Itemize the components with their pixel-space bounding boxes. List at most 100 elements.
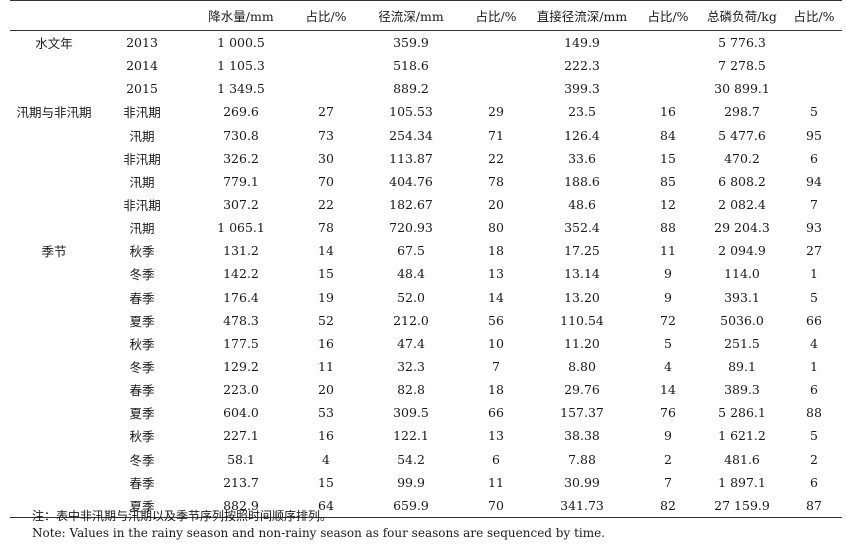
value-cell bbox=[466, 77, 526, 100]
value-cell: 129.2 bbox=[223, 359, 259, 375]
value-cell: 13.14 bbox=[564, 266, 600, 282]
value-cell: 222.3 bbox=[564, 58, 600, 74]
group-label-cell bbox=[10, 286, 98, 309]
value-cell: 29 bbox=[488, 104, 504, 120]
period-label-cell: 2015 bbox=[126, 81, 158, 97]
value-cell: 38.38 bbox=[564, 428, 600, 444]
value-cell: 27 159.9 bbox=[698, 493, 786, 518]
value-cell: 251.5 bbox=[724, 335, 760, 351]
value-cell bbox=[638, 77, 698, 100]
value-cell: 18 bbox=[488, 243, 504, 259]
value-cell: 2 bbox=[664, 451, 672, 467]
value-cell: 1 065.1 bbox=[217, 220, 265, 236]
group-label-cell bbox=[10, 54, 98, 77]
value-cell: 5 286.1 bbox=[718, 405, 766, 421]
value-cell: 95 bbox=[806, 127, 822, 143]
column-header bbox=[10, 0, 98, 31]
column-header bbox=[98, 0, 186, 31]
value-cell: 88 bbox=[660, 220, 676, 236]
value-cell: 1 bbox=[810, 266, 818, 282]
value-cell: 110.54 bbox=[560, 312, 604, 328]
table-row: 冬季 142.2 15 48.4 13 13.14 9 114.0 1 bbox=[10, 262, 842, 285]
group-label-cell bbox=[10, 309, 98, 332]
value-cell: 16 bbox=[660, 104, 676, 120]
group-label-cell bbox=[10, 424, 98, 447]
value-cell: 352.4 bbox=[564, 220, 600, 236]
value-cell: 14 bbox=[660, 382, 676, 398]
value-cell: 1 897.1 bbox=[718, 474, 766, 490]
period-label-cell: 汛期 bbox=[129, 174, 155, 190]
table-row: 汛期 779.1 70 404.76 78 188.6 85 6 808.2 94 bbox=[10, 170, 842, 193]
value-cell: 23.5 bbox=[568, 104, 596, 120]
value-cell: 269.6 bbox=[223, 104, 259, 120]
table-row: 秋季 227.1 16 122.1 13 38.38 9 1 621.2 5 bbox=[10, 424, 842, 447]
value-cell bbox=[296, 31, 356, 55]
value-cell: 8.80 bbox=[568, 359, 596, 375]
value-cell: 389.3 bbox=[724, 382, 760, 398]
value-cell: 157.37 bbox=[560, 405, 604, 421]
value-cell: 16 bbox=[318, 335, 334, 351]
value-cell: 6 bbox=[810, 474, 818, 490]
period-label-cell: 2014 bbox=[126, 58, 158, 74]
value-cell: 177.5 bbox=[223, 335, 259, 351]
value-cell: 7 bbox=[664, 474, 672, 490]
period-label-cell: 春季 bbox=[129, 290, 155, 306]
value-cell: 223.0 bbox=[223, 382, 259, 398]
value-cell: 5 bbox=[810, 104, 818, 120]
value-cell: 76 bbox=[660, 405, 676, 421]
value-cell: 1 105.3 bbox=[217, 58, 265, 74]
period-label-cell: 冬季 bbox=[129, 267, 155, 283]
group-label-cell: 季节 bbox=[41, 244, 67, 260]
value-cell: 66 bbox=[806, 312, 822, 328]
value-cell: 1 bbox=[810, 359, 818, 375]
value-cell: 13.20 bbox=[564, 289, 600, 305]
value-cell: 56 bbox=[488, 312, 504, 328]
value-cell: 99.9 bbox=[397, 474, 425, 490]
value-cell: 48.4 bbox=[397, 266, 425, 282]
value-cell: 2 082.4 bbox=[718, 197, 766, 213]
value-cell: 13 bbox=[488, 428, 504, 444]
value-cell: 22 bbox=[488, 150, 504, 166]
value-cell: 2 bbox=[810, 451, 818, 467]
table-row: 汛期 730.8 73 254.34 71 126.4 84 5 477.6 95 bbox=[10, 124, 842, 147]
table-row: 春季 223.0 20 82.8 18 29.76 14 389.3 6 bbox=[10, 378, 842, 401]
column-header: 占比/% bbox=[638, 0, 698, 31]
value-cell: 89.1 bbox=[728, 359, 756, 375]
value-cell: 22 bbox=[318, 197, 334, 213]
value-cell: 6 bbox=[810, 382, 818, 398]
value-cell: 1 349.5 bbox=[217, 81, 265, 97]
group-label-cell bbox=[10, 216, 98, 239]
table-row: 冬季 58.1 4 54.2 6 7.88 2 481.6 2 bbox=[10, 448, 842, 471]
value-cell: 27 bbox=[806, 243, 822, 259]
period-label-cell: 2013 bbox=[126, 35, 158, 51]
period-label-cell: 夏季 bbox=[129, 406, 155, 422]
table-row: 秋季 177.5 16 47.4 10 11.20 5 251.5 4 bbox=[10, 332, 842, 355]
table-row: 非汛期 307.2 22 182.67 20 48.6 12 2 082.4 7 bbox=[10, 193, 842, 216]
value-cell: 70 bbox=[318, 173, 334, 189]
period-label-cell: 春季 bbox=[129, 383, 155, 399]
column-header: 降水量/mm bbox=[186, 0, 296, 31]
value-cell: 212.0 bbox=[393, 312, 429, 328]
group-label-cell: 汛期与非汛期 bbox=[16, 105, 92, 121]
value-cell: 2 094.9 bbox=[718, 243, 766, 259]
value-cell: 12 bbox=[660, 197, 676, 213]
value-cell bbox=[466, 31, 526, 55]
value-cell: 4 bbox=[664, 359, 672, 375]
table-body: 水文年 2013 1 000.5 359.9 149.9 5 776.3 2014 1 105… bbox=[10, 31, 842, 518]
column-header: 总磷负荷/kg bbox=[698, 0, 786, 31]
period-label-cell: 春季 bbox=[129, 475, 155, 491]
value-cell: 176.4 bbox=[223, 289, 259, 305]
value-cell: 14 bbox=[488, 289, 504, 305]
value-cell: 213.7 bbox=[223, 474, 259, 490]
value-cell: 122.1 bbox=[393, 428, 429, 444]
value-cell bbox=[296, 77, 356, 100]
table-row: 夏季 478.3 52 212.0 56 110.54 72 5036.0 66 bbox=[10, 309, 842, 332]
value-cell: 33.6 bbox=[568, 150, 596, 166]
value-cell: 82.8 bbox=[397, 382, 425, 398]
table-row: 夏季 882.9 64 659.9 70 341.73 82 27 159.9 87 bbox=[10, 493, 842, 518]
table-row: 季节 秋季 131.2 14 67.5 18 17.25 11 2 094.9 27 bbox=[10, 239, 842, 262]
period-label-cell: 非汛期 bbox=[123, 105, 161, 121]
value-cell: 73 bbox=[318, 127, 334, 143]
value-cell: 730.8 bbox=[223, 127, 259, 143]
value-cell: 9 bbox=[664, 289, 672, 305]
